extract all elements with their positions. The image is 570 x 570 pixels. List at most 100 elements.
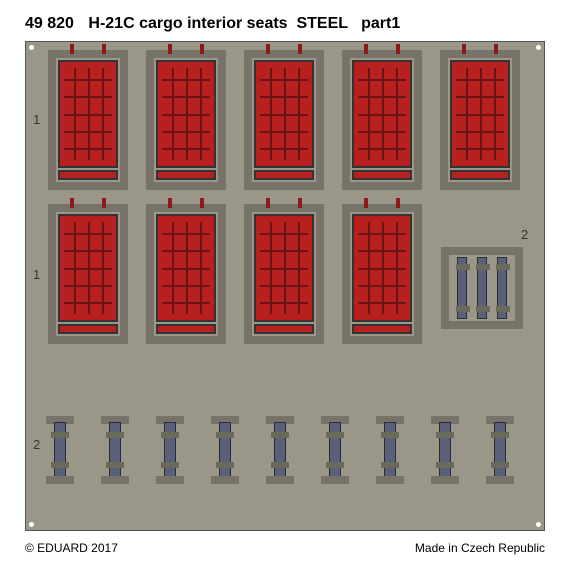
belt-strip [457,257,467,319]
long-belt [256,422,306,478]
buckle [106,462,124,468]
part-label: part1 [361,15,400,32]
strap [70,44,74,54]
strap [298,198,302,208]
seat-part [342,50,422,190]
product-title: H-21C cargo interior seats [88,15,287,32]
belt-frame-bottom [376,476,404,484]
seat-part [146,204,226,344]
seat-part [440,50,520,190]
long-belt [36,422,86,478]
part-number: 49 820 [25,15,74,32]
seat-part [48,204,128,344]
seat-part [48,50,128,190]
belt-frame-bottom [431,476,459,484]
buckle [216,432,234,438]
buckle [436,462,454,468]
corner-hole [29,522,34,527]
seat-mesh [156,60,216,168]
seat-part [244,204,324,344]
strap [298,44,302,54]
buckle [51,462,69,468]
buckle [161,432,179,438]
belt-strip [274,422,286,478]
long-belt [421,422,471,478]
corner-hole [536,522,541,527]
strap [266,44,270,54]
belt-frame-bottom [266,476,294,484]
strap [364,44,368,54]
belt-frame-bottom [156,476,184,484]
seat-part [146,50,226,190]
belt-strip [219,422,231,478]
strap [168,44,172,54]
seat-base [156,324,216,334]
strap [396,44,400,54]
buckle [381,432,399,438]
belt-frame-bottom [101,476,129,484]
buckle [381,462,399,468]
seat-base [450,170,510,180]
footer: © EDUARD 2017 Made in Czech Republic [25,541,545,555]
copyright: © EDUARD 2017 [25,541,118,555]
belt-strip [494,422,506,478]
belt-strip [329,422,341,478]
buckle [271,462,289,468]
product-header: 49 820 H-21C cargo interior seats STEEL … [25,15,545,33]
buckle [491,462,509,468]
photoetch-fret: 1 1 2 2 [25,41,545,531]
origin: Made in Czech Republic [415,541,545,555]
buckle [161,462,179,468]
buckle [51,432,69,438]
seat-mesh [352,214,412,322]
strap [168,198,172,208]
belt-strip [497,257,507,319]
strap [200,198,204,208]
belt-strip [164,422,176,478]
seat-base [156,170,216,180]
buckle [271,432,289,438]
belt-frame-bottom [46,476,74,484]
part-label-1: 1 [33,112,40,127]
seat-part [244,50,324,190]
seat-mesh [352,60,412,168]
strap [364,198,368,208]
strap [396,198,400,208]
buckle [491,432,509,438]
strap [102,44,106,54]
corner-hole [29,45,34,50]
seat-part [342,204,422,344]
strap [200,44,204,54]
seat-base [352,324,412,334]
long-belt [91,422,141,478]
buckle [106,432,124,438]
strap [102,198,106,208]
long-belt [146,422,196,478]
part-label-2: 2 [521,227,528,242]
seat-mesh [58,214,118,322]
long-belt [476,422,526,478]
belt-strip [54,422,66,478]
seat-base [58,324,118,334]
seat-mesh [254,214,314,322]
seat-base [254,170,314,180]
strap [462,44,466,54]
belt-frame-bottom [211,476,239,484]
belt-strip [109,422,121,478]
buckle [326,462,344,468]
strap [266,198,270,208]
belt-strip [439,422,451,478]
buckle [216,462,234,468]
seat-base [58,170,118,180]
seat-mesh [450,60,510,168]
buckle [326,432,344,438]
long-belt-row [36,410,536,490]
belt-frame-bottom [486,476,514,484]
part-label-1: 1 [33,267,40,282]
buckle [436,432,454,438]
seat-base [352,170,412,180]
seat-mesh [58,60,118,168]
seat-mesh [156,214,216,322]
belt-strip [384,422,396,478]
belt-strip [477,257,487,319]
